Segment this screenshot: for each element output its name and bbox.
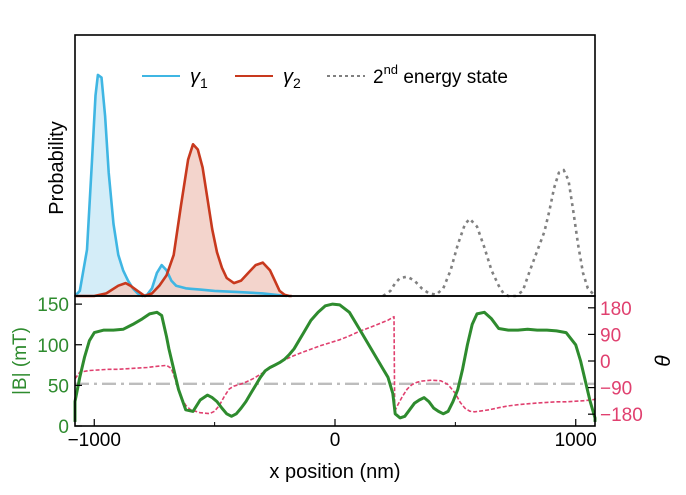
x-tick-label: −1000 bbox=[68, 430, 121, 451]
legend-gamma1-sub: 1 bbox=[200, 75, 208, 91]
legend-2nd-number: 2 bbox=[373, 67, 384, 88]
legend-gamma1-symbol: γ bbox=[190, 66, 201, 88]
probability-curves bbox=[74, 73, 596, 298]
theta-axis-label: θ bbox=[652, 355, 675, 367]
probability-axis-label: Probability bbox=[46, 121, 68, 214]
legend-gamma2-sub: 2 bbox=[293, 75, 301, 91]
curve-series-2 bbox=[75, 143, 292, 298]
field-frame bbox=[74, 295, 596, 427]
x-axis-label: x position (nm) bbox=[269, 461, 400, 483]
right-tick-label: 90 bbox=[600, 325, 621, 346]
probability-frame bbox=[74, 34, 596, 297]
legend-2nd-rest: energy state bbox=[398, 67, 508, 88]
legend: γ1 γ2 2nd energy state bbox=[142, 62, 508, 91]
legend-label-gamma1: γ1 bbox=[190, 66, 208, 91]
field-curves bbox=[73, 302, 597, 422]
right-tick-label: −90 bbox=[600, 379, 632, 400]
area-fill-series-2 bbox=[75, 144, 292, 296]
field-series-2 bbox=[74, 315, 596, 415]
b-axis-label: |B| (mT) bbox=[10, 327, 31, 395]
legend-label-gamma2: γ2 bbox=[283, 66, 301, 91]
x-tick-label: 1000 bbox=[555, 430, 597, 451]
left-tick-label: 100 bbox=[37, 336, 69, 357]
left-tick-label: 50 bbox=[48, 376, 69, 397]
left-tick-label: 0 bbox=[58, 417, 69, 438]
right-tick-label: 0 bbox=[600, 352, 611, 373]
field-series-1 bbox=[73, 302, 597, 422]
left-tick-label: 150 bbox=[37, 295, 69, 316]
legend-label-2nd-state: 2nd energy state bbox=[373, 62, 508, 88]
right-tick-label: −180 bbox=[600, 405, 643, 426]
right-tick-label: 180 bbox=[600, 299, 632, 320]
curve-series-3 bbox=[382, 168, 596, 298]
legend-gamma2-symbol: γ bbox=[283, 66, 294, 88]
legend-2nd-sup: nd bbox=[384, 62, 398, 77]
probability-panel: Probability γ1 γ2 2nd energy state bbox=[46, 34, 596, 298]
x-tick-label: 0 bbox=[330, 430, 341, 451]
